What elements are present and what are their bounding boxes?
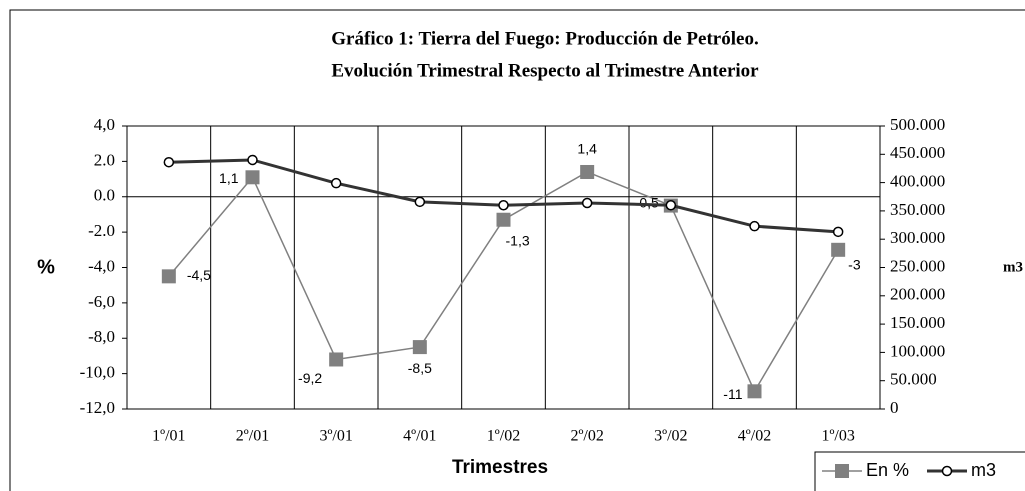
y2-tick-label: 300.000 [890,228,945,247]
marker-circle [749,220,760,232]
marker-square [412,340,427,355]
y-tick-label: -4,0 [88,256,115,275]
y-tick-label: 0.0 [94,186,115,205]
plot-area [126,125,881,410]
data-label: -3 [848,257,861,273]
legend-label: En % [866,460,909,480]
x-tick-label: 4º/01 [403,428,436,445]
x-tick-label: 1º/03 [821,428,854,445]
legend-marker [835,464,849,478]
x-tick-label: 4º/02 [738,428,771,445]
data-label: -8,5 [408,360,432,376]
y2-tick-label: 100.000 [890,341,945,360]
y-tick-label: -8,0 [88,327,115,346]
y2-tick-label: 150.000 [890,313,945,332]
legend-label: m3 [971,460,996,480]
marker-circle [832,226,844,238]
data-label: 1,4 [577,141,597,157]
chart-title: Gráfico 1: Tierra del Fuego: Producción … [331,28,758,49]
y-tick-label: -10,0 [80,363,115,382]
data-label: -0,5 [635,194,659,210]
data-label: 1,1 [219,170,239,186]
y2-tick-label: 350.000 [890,200,945,219]
marker-square [329,352,344,367]
y2-axis-label: m3 [1003,259,1023,275]
data-label: -1,3 [506,232,530,248]
x-axis-label: Trimestres [452,457,548,478]
marker-circle [665,199,677,211]
x-tick-label: 1º/01 [152,428,185,445]
x-tick-label: 2º/01 [236,428,269,445]
marker-circle [581,197,593,209]
legend-marker [941,465,953,477]
y-tick-label: 2.0 [94,150,115,169]
y-tick-label: -6,0 [88,292,115,311]
marker-circle [330,177,342,189]
marker-square [580,164,595,179]
marker-circle [498,199,509,211]
marker-square [496,212,511,227]
marker-circle [163,156,175,168]
marker-square [161,269,176,284]
marker-square [245,170,260,185]
y2-tick-label: 200.000 [890,285,945,304]
data-label: -4,5 [187,267,211,283]
chart-subtitle: Evolución Trimestral Respecto al Trimest… [331,60,759,81]
y2-tick-label: 500.000 [890,115,945,134]
x-tick-label: 3º/01 [319,428,352,445]
y2-tick-label: 250.000 [890,256,945,275]
y-axis-label: % [37,256,55,278]
data-label: -11 [723,386,742,402]
marker-square [831,242,846,257]
data-label: -9,2 [298,370,322,386]
y2-tick-label: 50.000 [890,370,937,389]
y2-tick-label: 400.000 [890,172,945,191]
y-tick-label: 4,0 [94,115,115,134]
marker-circle [247,154,258,166]
x-tick-label: 2º/02 [570,428,603,445]
y-tick-label: -12,0 [80,398,115,417]
x-tick-label: 1º/02 [487,428,520,445]
x-tick-label: 3º/02 [654,428,687,445]
y-tick-label: -2.0 [88,221,115,240]
marker-circle [414,196,426,208]
y2-tick-label: 0 [890,398,899,417]
marker-square [747,384,762,399]
y2-tick-label: 450.000 [890,143,945,162]
